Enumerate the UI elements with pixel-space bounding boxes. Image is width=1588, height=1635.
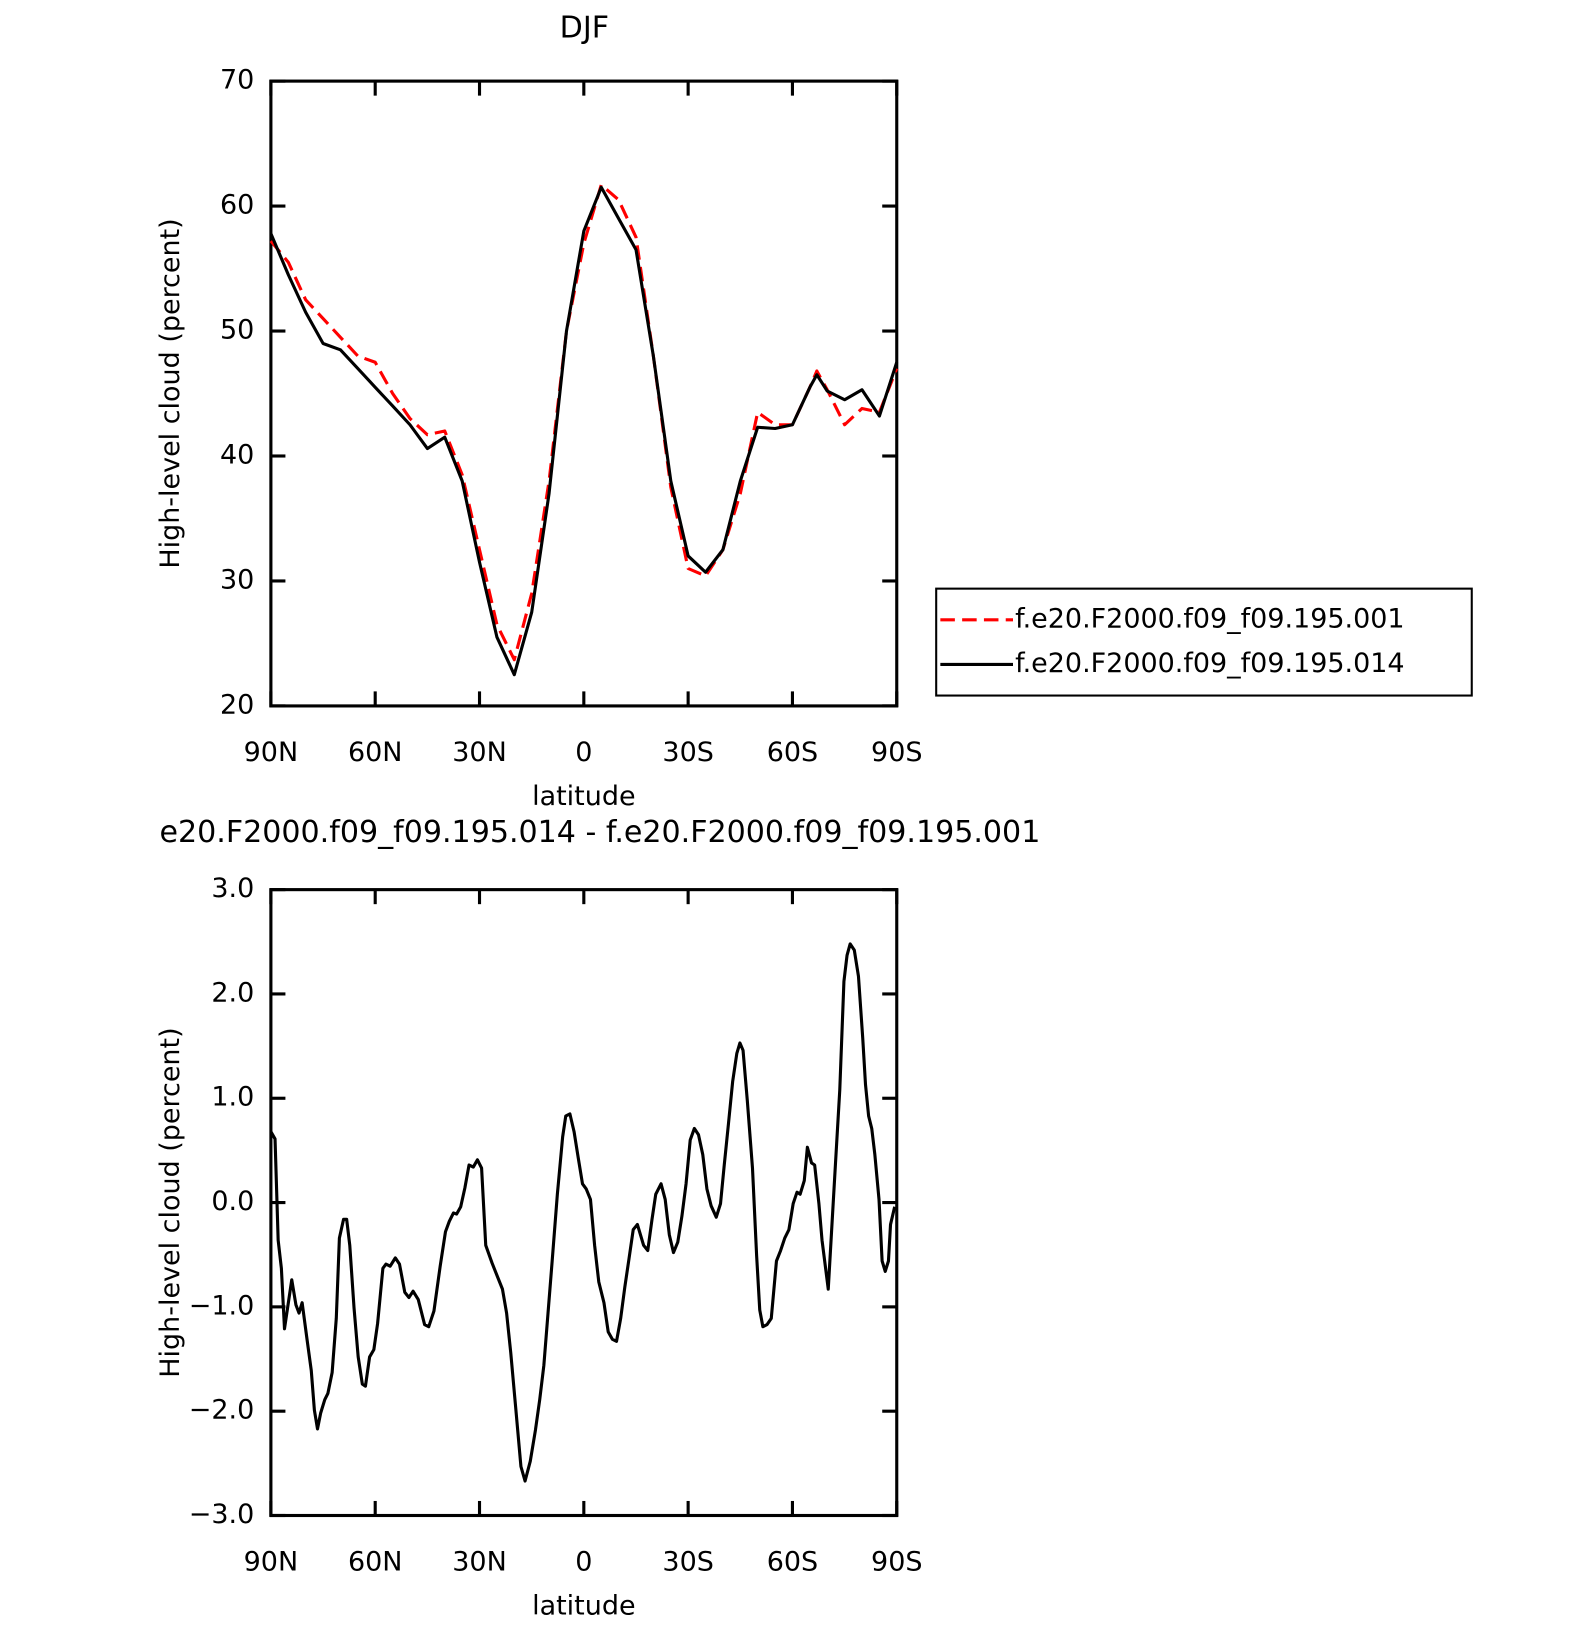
data-line xyxy=(269,942,897,1483)
plot-frame xyxy=(269,79,899,708)
y-axis-label: High-level cloud (percent) xyxy=(155,1027,186,1377)
x-tick-label: 90N xyxy=(244,1547,299,1578)
legend-box xyxy=(935,587,1473,697)
y-axis-label: High-level cloud (percent) xyxy=(155,218,186,568)
data-line xyxy=(269,183,899,662)
x-tick-label: 90S xyxy=(871,737,922,768)
x-tick-label: 90N xyxy=(244,737,299,768)
x-tick-label: 90S xyxy=(871,1547,922,1578)
x-tick-label: 30N xyxy=(452,737,507,768)
y-tick-label: −1.0 xyxy=(189,1290,255,1321)
legend-label: f.e20.F2000.f09_f09.195.001 xyxy=(1015,603,1405,634)
legend-label: f.e20.F2000.f09_f09.195.014 xyxy=(1015,648,1405,679)
x-tick-label: 30S xyxy=(662,737,713,768)
y-tick-label: 2.0 xyxy=(211,977,254,1008)
plot-frame xyxy=(269,888,899,1518)
y-tick-label: 1.0 xyxy=(211,1082,254,1113)
x-tick-label: 60N xyxy=(348,737,402,768)
x-tick-label: 30N xyxy=(452,1547,507,1578)
x-axis-label: latitude xyxy=(532,1590,635,1621)
y-tick-label: 0.0 xyxy=(211,1186,254,1217)
y-tick-label: 3.0 xyxy=(211,873,254,904)
y-tick-label: −3.0 xyxy=(189,1499,255,1530)
x-tick-label: 30S xyxy=(662,1547,713,1578)
y-tick-label: −2.0 xyxy=(189,1395,255,1426)
chart-title: e20.F2000.f09_f09.195.014 - f.e20.F2000.… xyxy=(159,815,1040,850)
x-tick-label: 60S xyxy=(767,737,818,768)
y-tick-label: 30 xyxy=(220,564,254,595)
x-tick-label: 0 xyxy=(575,737,592,768)
data-line xyxy=(269,185,899,677)
x-tick-label: 60N xyxy=(348,1547,402,1578)
y-tick-label: 70 xyxy=(220,65,254,96)
chart-title: DJF xyxy=(560,11,609,46)
x-axis-label: latitude xyxy=(532,781,635,812)
x-tick-label: 0 xyxy=(575,1547,592,1578)
y-tick-label: 20 xyxy=(220,689,254,720)
y-tick-label: 60 xyxy=(220,190,254,221)
y-tick-label: 40 xyxy=(220,439,254,470)
x-tick-label: 60S xyxy=(767,1547,818,1578)
y-tick-label: 50 xyxy=(220,315,254,346)
